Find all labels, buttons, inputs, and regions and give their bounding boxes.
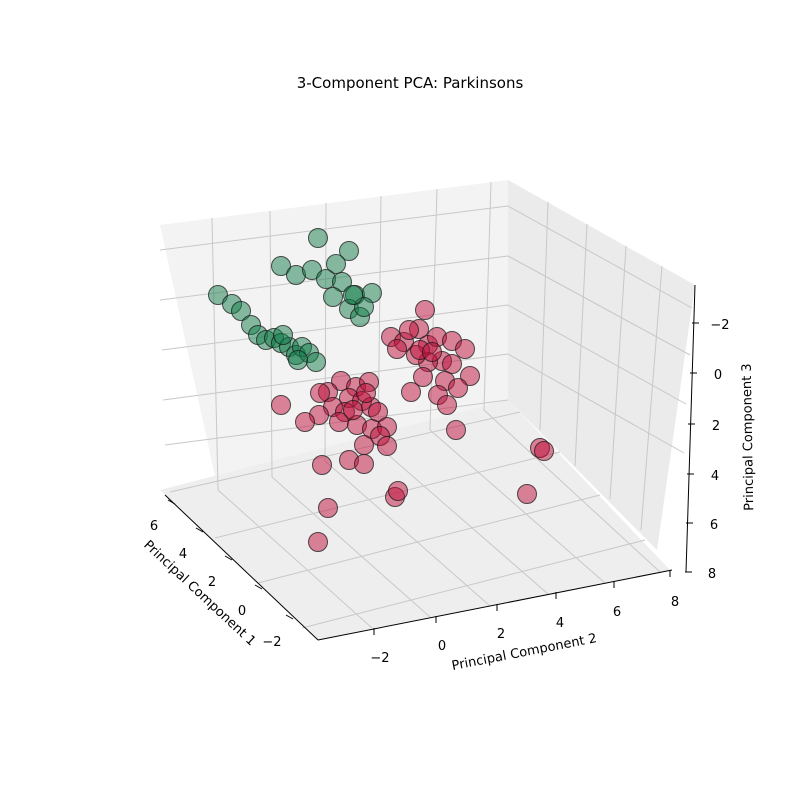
back-pane-left (160, 180, 508, 490)
scatter-point (415, 300, 435, 320)
z-tick-label: 2 (712, 419, 720, 434)
y-tick-label: 4 (556, 616, 564, 631)
x-tick-label: 2 (208, 575, 216, 590)
pc2-axis-line (317, 569, 673, 641)
z-tick-label: −2 (710, 318, 729, 333)
scatter-point (310, 383, 330, 403)
scatter-point (356, 383, 376, 403)
scatter-point (295, 412, 315, 432)
scatter-point (399, 320, 419, 340)
back-pane-right (508, 180, 695, 550)
x-tick-label: −2 (262, 635, 281, 650)
scatter-point (446, 420, 466, 440)
scatter-point (343, 400, 363, 420)
scatter-point (306, 352, 326, 372)
x-tick-label: 0 (238, 604, 246, 619)
y-axis-label: Principal Component 2 (451, 631, 599, 674)
y-tick-label: 8 (671, 595, 679, 610)
scatter-point (343, 285, 363, 305)
scatter-point (271, 395, 291, 415)
scatter-point (387, 339, 407, 359)
scatter-point (302, 260, 322, 280)
scatter-point (401, 382, 421, 402)
scatter-point (308, 228, 328, 248)
scatter-point (388, 481, 408, 501)
chart-title: 3-Component PCA: Parkinsons (297, 74, 524, 92)
z-tick-label: 4 (711, 469, 719, 484)
scatter-point (354, 435, 374, 455)
scatter-point (231, 301, 251, 321)
scatter-point (326, 254, 346, 274)
scatter-point (332, 272, 352, 292)
z-tick-label: 0 (714, 368, 722, 383)
scatter-point (271, 256, 291, 276)
scatter-point (339, 241, 359, 261)
scatter-point (312, 455, 332, 475)
scatter-point (460, 366, 480, 386)
pc3-axis-line (685, 284, 696, 573)
scatter-point (455, 339, 475, 359)
z-axis-label: Principal Component 3 (740, 363, 758, 511)
pc1-axis-line (164, 494, 319, 641)
y-tick-label: 6 (613, 605, 621, 620)
axis-edges (164, 284, 696, 641)
scatter-point (354, 454, 374, 474)
scatter-point (208, 285, 228, 305)
scatter-point (318, 498, 338, 518)
scatter-points (208, 228, 554, 552)
scatter-point (442, 354, 462, 374)
scatter-point (273, 325, 293, 345)
y-tick-label: 2 (497, 627, 505, 642)
y-tick-label: 0 (438, 639, 446, 654)
tick-marks (167, 322, 699, 635)
scatter-point (377, 436, 397, 456)
scatter-point (437, 395, 457, 415)
scatter-point (448, 378, 468, 398)
scatter-point (413, 367, 433, 387)
scatter-point (534, 441, 554, 461)
z-tick-label: 6 (710, 518, 718, 533)
x-tick-label: 6 (150, 519, 158, 534)
scatter-point (308, 532, 328, 552)
scatter-point (323, 287, 343, 307)
scatter-point (288, 350, 308, 370)
y-tick-label: −2 (370, 651, 389, 666)
scatter-point (422, 342, 442, 362)
z-tick-label: 8 (708, 567, 716, 582)
x-tick-label: 4 (179, 547, 187, 562)
scatter-point (517, 484, 537, 504)
